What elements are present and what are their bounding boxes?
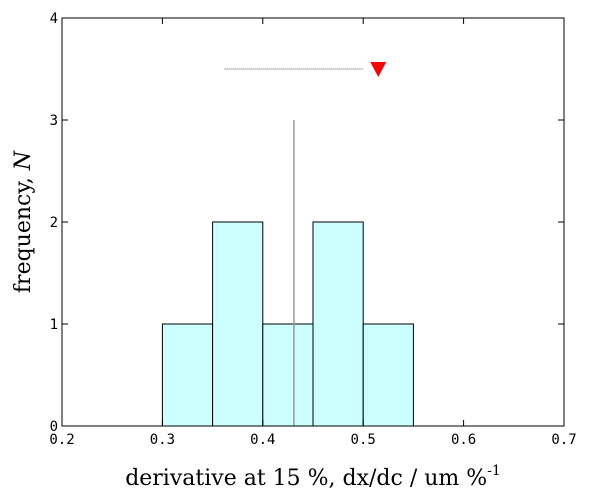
y-tick-label: 0 [50, 419, 58, 435]
y-tick-label: 1 [50, 317, 58, 333]
x-axis-label: derivative at 15 %, dx/dc / um %-1 [125, 463, 501, 491]
x-tick-label: 0.4 [250, 432, 275, 448]
y-axis-label-variable: N [11, 150, 36, 171]
histogram-bar [312, 221, 364, 427]
y-tick-label: 4 [50, 11, 58, 27]
y-tick-label: 2 [50, 215, 58, 231]
x-tick-label: 0.5 [351, 432, 376, 448]
y-tick-label: 3 [50, 113, 58, 129]
histogram-bars [161, 221, 414, 427]
y-axis-label-text: frequency, [11, 170, 36, 293]
x-tick-label: 0.7 [551, 432, 576, 448]
x-axis-label-text: derivative at 15 %, dx/dc / um % [125, 466, 487, 491]
histogram-bar [262, 323, 314, 427]
axis-ticks [61, 17, 565, 427]
histogram-bar [212, 221, 264, 427]
x-tick-label: 0.3 [150, 432, 175, 448]
x-axis-label-superscript: -1 [487, 463, 501, 479]
triangle-marker [370, 62, 387, 77]
histogram-bar [161, 323, 214, 427]
y-axis-label: frequency, N [11, 150, 36, 293]
histogram-bar [362, 323, 414, 427]
tick-labels: 0.2 0.3 0.4 0.5 0.6 0.7 0 1 2 3 4 [49, 11, 576, 448]
x-tick-label: 0.6 [451, 432, 476, 448]
x-tick-label: 0.2 [49, 432, 74, 448]
